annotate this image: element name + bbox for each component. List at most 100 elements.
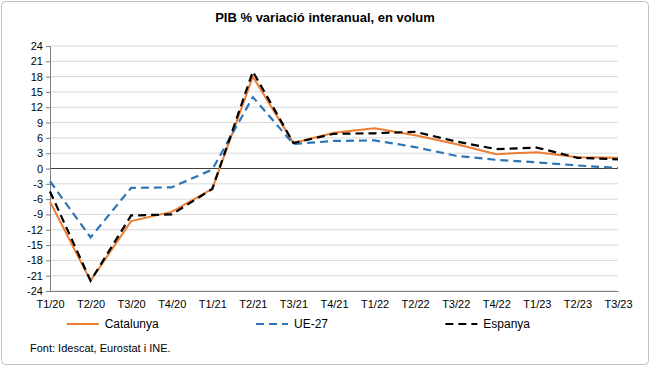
y-tick: 0 <box>37 163 50 175</box>
x-tick-label: T1/20 <box>36 298 64 310</box>
x-tick-label: T1/23 <box>523 298 551 310</box>
y-tick-label: -18 <box>27 254 43 266</box>
y-tick-mark <box>46 276 50 277</box>
x-tick: T2/20 <box>77 291 105 310</box>
y-tick: 12 <box>31 101 50 113</box>
grid-line <box>50 61 618 62</box>
grid-line <box>50 199 618 200</box>
y-tick-label: 6 <box>37 132 43 144</box>
y-tick-mark <box>46 123 50 124</box>
y-tick: 18 <box>31 71 50 83</box>
y-tick-label: 9 <box>37 117 43 129</box>
y-tick-label: 0 <box>37 163 43 175</box>
x-tick-label: T1/22 <box>361 298 389 310</box>
y-axis: -24-21-18-15-12-9-6-303691215182124 <box>27 40 50 297</box>
x-tick: T3/22 <box>442 291 470 310</box>
title: PIB % variació interanual, en volum <box>215 10 435 25</box>
series-line <box>50 97 618 237</box>
y-tick-label: 12 <box>31 101 43 113</box>
y-tick-label: 21 <box>31 55 43 67</box>
y-tick: -24 <box>27 285 50 297</box>
y-tick-label: 3 <box>37 147 43 159</box>
y-tick: 6 <box>37 132 50 144</box>
grid-line <box>50 46 618 47</box>
x-tick-label: T2/21 <box>239 298 267 310</box>
y-tick-mark <box>46 260 50 261</box>
x-tick-label: T2/22 <box>402 298 430 310</box>
y-tick-label: -9 <box>33 208 43 220</box>
y-tick: 21 <box>31 55 50 67</box>
legend: CatalunyaUE-27Espanya <box>67 317 531 331</box>
x-tick: T4/22 <box>483 291 511 310</box>
y-axis-line <box>46 47 51 292</box>
grid-line <box>50 91 618 92</box>
y-tick-mark <box>46 214 50 215</box>
y-tick: 24 <box>31 40 50 52</box>
grid-line <box>50 291 618 292</box>
y-tick: -18 <box>27 254 50 266</box>
series-line <box>50 77 618 281</box>
chart: -24-21-18-15-12-9-6-303691215182124T1/20… <box>0 0 650 366</box>
x-axis: T1/20 T2/20 T3/20 T4/20 T1/21 T2/21 T3/21 T4/21… <box>36 291 632 310</box>
legend-swatch <box>256 323 288 325</box>
grid-line <box>50 122 618 123</box>
y-tick-label: -12 <box>27 224 43 236</box>
y-tick-mark <box>46 61 50 62</box>
y-tick-mark <box>46 230 50 231</box>
y-tick-label: -24 <box>27 285 43 297</box>
x-tick: T2/21 <box>239 291 267 310</box>
grid-line <box>50 229 618 230</box>
y-tick: 9 <box>37 117 50 129</box>
x-tick: T1/22 <box>361 291 389 310</box>
x-tick-label: T3/21 <box>280 298 308 310</box>
grid-line <box>50 107 618 108</box>
x-tick-label: T3/22 <box>442 298 470 310</box>
y-tick: 15 <box>31 86 50 98</box>
x-tick-label: T4/20 <box>158 298 186 310</box>
x-tick: T4/20 <box>158 291 186 310</box>
y-tick-mark <box>46 107 50 108</box>
x-axis-line <box>51 291 619 292</box>
y-tick: -3 <box>33 178 50 190</box>
x-tick: T2/23 <box>564 291 592 310</box>
x-tick-label: T2/20 <box>77 298 105 310</box>
grid-line <box>50 137 618 138</box>
lines <box>50 72 618 281</box>
y-tick-label: 15 <box>31 86 43 98</box>
grid-line <box>50 214 618 215</box>
x-tick: T1/20 <box>36 291 64 310</box>
legend-swatch <box>445 323 477 325</box>
x-tick: T4/21 <box>320 291 348 310</box>
y-tick-mark <box>46 138 50 139</box>
y-tick-mark <box>46 169 50 170</box>
y-tick-label: -6 <box>33 193 43 205</box>
y-tick-mark <box>46 46 50 47</box>
y-tick-mark <box>46 153 50 154</box>
x-tick: T1/21 <box>199 291 227 310</box>
legend-label: Espanya <box>483 317 530 331</box>
y-tick-mark <box>46 184 50 185</box>
y-tick: -21 <box>27 270 50 282</box>
x-tick-label: T1/21 <box>199 298 227 310</box>
legend-label: UE-27 <box>294 317 328 331</box>
series-line <box>50 72 618 281</box>
x-tick-label: T3/23 <box>604 298 632 310</box>
y-tick-label: -21 <box>27 270 43 282</box>
x-tick-label: T4/21 <box>320 298 348 310</box>
grid-line <box>50 245 618 246</box>
x-tick: T2/22 <box>402 291 430 310</box>
x-tick: T3/23 <box>604 291 632 310</box>
grid-line <box>50 183 618 184</box>
y-tick-label: 24 <box>31 40 43 52</box>
grid-line <box>50 260 618 261</box>
grid <box>50 46 618 291</box>
y-tick: -12 <box>27 224 50 236</box>
grid-line <box>50 76 618 77</box>
legend-swatch <box>67 323 99 325</box>
x-tick-label: T3/20 <box>118 298 146 310</box>
y-tick-mark <box>46 199 50 200</box>
x-tick: T3/20 <box>118 291 146 310</box>
y-tick-mark <box>46 77 50 78</box>
y-tick-mark <box>46 245 50 246</box>
x-tick-label: T2/23 <box>564 298 592 310</box>
